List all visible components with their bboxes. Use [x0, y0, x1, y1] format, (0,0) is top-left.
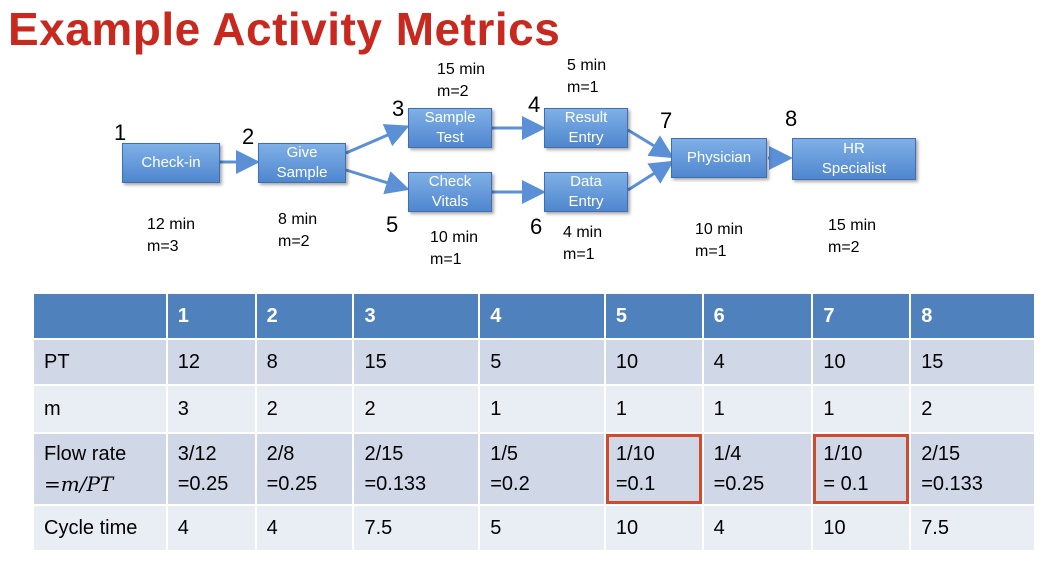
- node-data-entry: Data Entry: [544, 172, 628, 212]
- step-number: 7: [660, 108, 673, 133]
- table-cell: 7.5: [909, 504, 1036, 552]
- table-row-cycle-time: Cycle time 4 4 7.5 5 10 4 10 7.5: [32, 504, 1036, 552]
- table-cell: 10: [811, 504, 912, 552]
- metric-node-1: 12 min m=3: [147, 216, 196, 255]
- table-cell: 7.5: [352, 504, 481, 552]
- metric-node-2: 8 min m=2: [278, 211, 318, 250]
- table-cell: 1: [811, 384, 912, 434]
- header-cell: 5: [603, 292, 704, 340]
- node-label: Sample: [424, 109, 476, 126]
- metric-node-7: 10 min m=1: [695, 221, 744, 260]
- node-label: Result: [564, 109, 608, 126]
- table-cell: 10: [603, 338, 704, 386]
- step-number: 4: [528, 92, 541, 117]
- table-cell: 5: [478, 504, 606, 552]
- row-label: Flow rate =m/PT: [32, 432, 168, 506]
- header-cell: 1: [165, 292, 257, 340]
- node-label: Check-in: [141, 154, 201, 171]
- header-cell: 7: [811, 292, 912, 340]
- table-cell: 1/4 =0.25: [701, 432, 814, 506]
- table-cell: 1: [478, 384, 606, 434]
- table-row-pt: PT 12 8 15 5 10 4 10 15: [32, 338, 1036, 386]
- metric-node-5: 10 min m=1: [430, 229, 479, 268]
- table-cell: 10: [603, 504, 704, 552]
- step-number: 2: [242, 124, 255, 149]
- node-give-sample: Give Sample: [258, 143, 346, 183]
- table-cell-bottleneck: 1/10 = 0.1: [811, 432, 912, 506]
- table-cell: 15: [909, 338, 1036, 386]
- arrow-2-5: [345, 168, 410, 195]
- metric-node-6: 4 min m=1: [563, 224, 603, 263]
- table-cell: 1: [603, 384, 704, 434]
- node-sample-test: Sample Test: [408, 108, 492, 148]
- table-cell: 1: [701, 384, 814, 434]
- header-cell: 3: [352, 292, 481, 340]
- arrow-4-7: [627, 128, 675, 159]
- table-cell-bottleneck: 1/10 =0.1: [603, 432, 704, 506]
- table-cell: 2/8 =0.25: [254, 432, 355, 506]
- table-row-flow-rate: Flow rate =m/PT 3/12 =0.25 2/8 =0.25 2/15 =…: [32, 432, 1036, 506]
- node-label: Sample: [276, 164, 328, 181]
- node-label: Give: [286, 144, 318, 161]
- table-cell: 4: [701, 504, 814, 552]
- row-label: m: [32, 384, 168, 434]
- node-label: Entry: [568, 193, 604, 210]
- node-check-in: Check-in: [122, 143, 220, 183]
- row-label: Cycle time: [32, 504, 168, 552]
- node-label: Vitals: [431, 193, 469, 210]
- node-result-entry: Result Entry: [544, 108, 628, 148]
- node-label: HR: [843, 140, 865, 157]
- table-cell: 2: [909, 384, 1036, 434]
- node-label: Specialist: [821, 160, 887, 177]
- table-row-m: m 3 2 2 1 1 1 1 2: [32, 384, 1036, 434]
- metric-node-8: 15 min m=2: [828, 217, 877, 256]
- arrow-6-7: [627, 160, 675, 192]
- page-title: Example Activity Metrics: [8, 3, 561, 55]
- table-cell: 15: [352, 338, 481, 386]
- header-cell: 8: [909, 292, 1036, 340]
- step-number: 5: [386, 212, 399, 237]
- node-label: Data: [570, 173, 602, 190]
- table-cell: 2: [254, 384, 355, 434]
- node-label: Test: [436, 129, 464, 146]
- table-cell: 4: [165, 504, 257, 552]
- step-number: 3: [392, 96, 405, 121]
- header-cell: [32, 292, 168, 340]
- table-cell: 3/12 =0.25: [165, 432, 257, 506]
- table-cell: 12: [165, 338, 257, 386]
- header-cell: 6: [701, 292, 814, 340]
- arrow-2-3: [345, 124, 410, 155]
- table-cell: 2/15 =0.133: [352, 432, 481, 506]
- header-cell: 2: [254, 292, 355, 340]
- node-check-vitals: Check Vitals: [408, 172, 492, 212]
- table-cell: 4: [254, 504, 355, 552]
- header-cell: 4: [478, 292, 606, 340]
- table-cell: 2: [352, 384, 481, 434]
- step-number: 1: [114, 120, 127, 145]
- node-label: Physician: [686, 149, 752, 166]
- node-label: Check: [428, 173, 472, 190]
- metric-node-3: 15 min m=2: [437, 61, 486, 100]
- node-hr-specialist: HR Specialist: [792, 138, 916, 180]
- table-cell: 10: [811, 338, 912, 386]
- step-number: 8: [785, 106, 798, 131]
- flow-arrows: [220, 116, 793, 204]
- table-cell: 4: [701, 338, 814, 386]
- table-cell: 8: [254, 338, 355, 386]
- node-physician: Physician: [671, 138, 767, 178]
- node-label: Entry: [568, 129, 604, 146]
- table-cell: 1/5 =0.2: [478, 432, 606, 506]
- metric-node-4: 5 min m=1: [567, 57, 607, 96]
- table-cell: 2/15 =0.133: [909, 432, 1036, 506]
- metrics-table: 1 2 3 4 5 6 7 8 PT 12 8 15 5 10 4 10 15 …: [32, 292, 1036, 552]
- table-header-row: 1 2 3 4 5 6 7 8: [32, 292, 1036, 340]
- row-label: PT: [32, 338, 168, 386]
- table-cell: 5: [478, 338, 606, 386]
- table-cell: 3: [165, 384, 257, 434]
- step-number: 6: [530, 214, 543, 239]
